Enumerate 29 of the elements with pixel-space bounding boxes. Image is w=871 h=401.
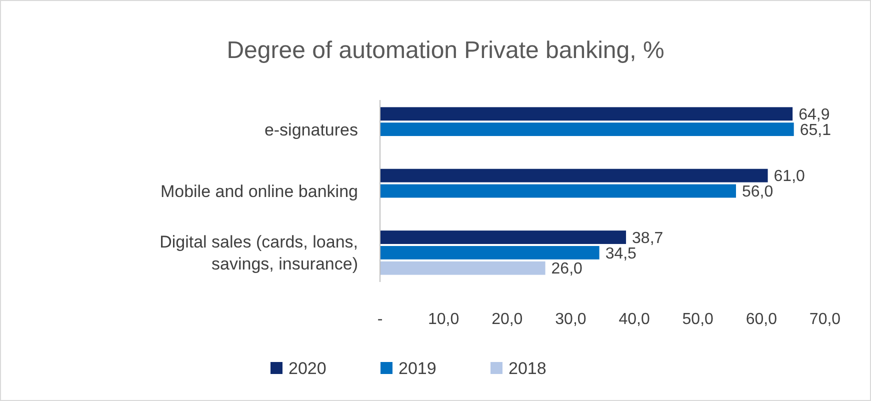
- data-label: 56,0: [742, 184, 774, 201]
- data-label: 61,0: [774, 168, 806, 186]
- bar: [380, 184, 736, 198]
- data-label: 34,5: [605, 245, 637, 262]
- x-tick-label: -: [377, 311, 383, 328]
- x-tick-label: 50,0: [682, 311, 714, 328]
- x-tick-label: 70,0: [809, 311, 841, 328]
- data-label: 64,9: [798, 106, 830, 124]
- data-label: 38,7: [632, 230, 664, 247]
- bar: [380, 107, 793, 121]
- bar: [380, 246, 600, 260]
- data-label: 26,0: [551, 260, 583, 278]
- bar: [380, 230, 626, 244]
- bar: [380, 168, 768, 182]
- data-label: 65,1: [800, 122, 832, 139]
- legend-label: 2018: [508, 358, 546, 378]
- x-tick-label: 60,0: [746, 311, 778, 328]
- y-tick-label: e-signatures: [264, 120, 358, 140]
- bar: [380, 122, 794, 136]
- x-tick-label: 10,0: [428, 311, 460, 328]
- y-tick-label: Digital sales (cards, loans, savings, insurance): [160, 232, 358, 274]
- legend-label: 2020: [288, 358, 326, 378]
- x-tick-label: 20,0: [492, 311, 523, 328]
- x-tick-label: 30,0: [555, 311, 586, 328]
- chart-title: Degree of automation Private banking, %: [226, 37, 664, 64]
- x-tick-label: 40,0: [618, 311, 650, 328]
- bar: [380, 261, 546, 275]
- y-tick-label: Mobile and online banking: [160, 182, 358, 201]
- legend-label: 2019: [398, 358, 436, 378]
